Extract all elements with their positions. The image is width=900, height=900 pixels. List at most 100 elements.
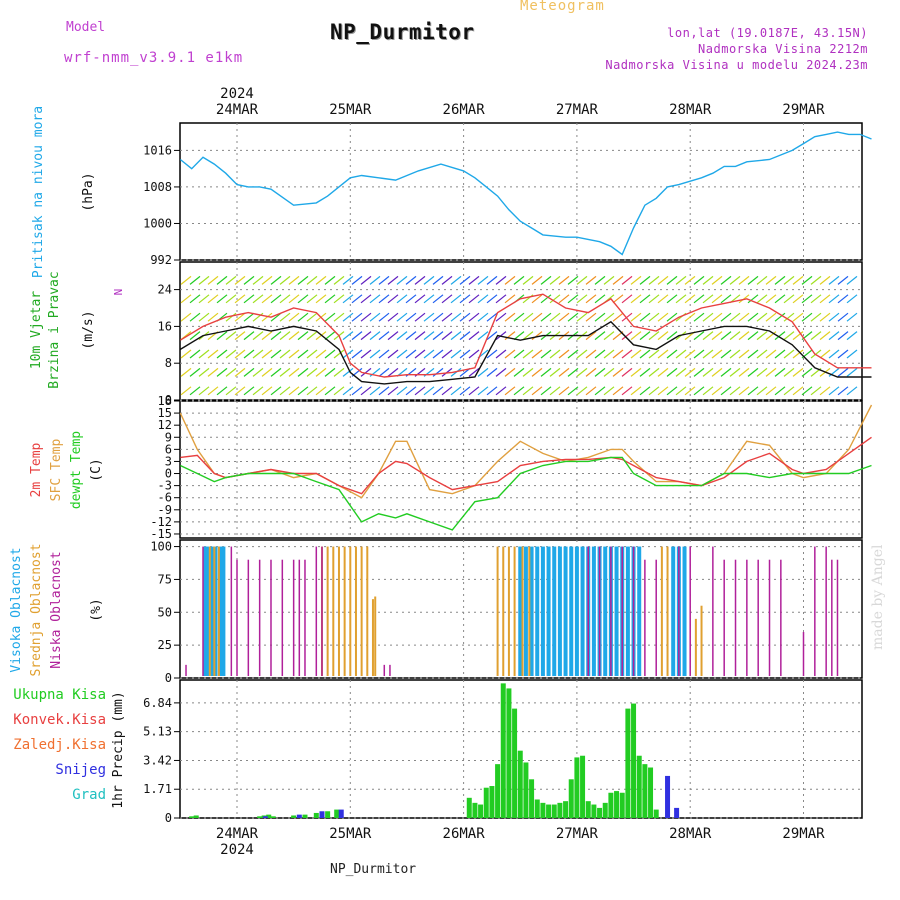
- wind-barb: [279, 312, 291, 322]
- wind-barb: [351, 294, 363, 304]
- wind-barb: [837, 349, 849, 359]
- wind-barb: [243, 312, 255, 322]
- wind-barb: [594, 275, 606, 285]
- wind-barb: [270, 386, 282, 396]
- wind-barb: [738, 331, 750, 341]
- precip-bar-0: [334, 809, 340, 818]
- wind-barb: [234, 331, 246, 341]
- wind-barb: [675, 294, 687, 304]
- cloud-bar-2: [292, 559, 295, 676]
- x-tick-label-bottom: 29MAR: [782, 826, 825, 842]
- x-tick-label-top: 28MAR: [669, 102, 712, 118]
- cloud-bar-2: [281, 559, 284, 676]
- wind-barb: [279, 349, 291, 359]
- wind-barb: [846, 275, 858, 285]
- wind-barb: [405, 331, 417, 341]
- wind-barb: [819, 331, 831, 341]
- wind-barb: [333, 349, 345, 359]
- wind-barb: [558, 386, 570, 396]
- wind-barb: [369, 349, 381, 359]
- wind-barb: [342, 386, 354, 396]
- wind-barb: [594, 312, 606, 322]
- wind-barb: [801, 386, 813, 396]
- wind-barb: [423, 349, 435, 359]
- wind-barb: [621, 386, 633, 396]
- wind-barb: [810, 275, 822, 285]
- wind-barb: [459, 349, 471, 359]
- wind-barb: [477, 331, 489, 341]
- precip-bar-0: [302, 814, 308, 818]
- wind-barb: [630, 294, 642, 304]
- wind-barb: [837, 294, 849, 304]
- wind-barb: [711, 367, 723, 377]
- wind-barb: [567, 386, 579, 396]
- cloud-bar-2: [780, 559, 782, 676]
- wind-barb: [360, 349, 372, 359]
- wind-barb: [828, 275, 840, 285]
- x-year-bottom: 2024: [220, 842, 254, 858]
- wind-barb: [261, 349, 273, 359]
- cloud-bar-2: [644, 559, 646, 676]
- wind-barb: [378, 331, 390, 341]
- wind-barb: [333, 294, 345, 304]
- wind-barb: [432, 294, 444, 304]
- y-tick-label: 50: [158, 605, 172, 619]
- wind-barb: [189, 349, 201, 359]
- wind-barb: [576, 367, 588, 377]
- y-tick-label: 0: [165, 393, 172, 407]
- wind-barb: [783, 331, 795, 341]
- wind-barb: [396, 349, 408, 359]
- wind-barb: [441, 294, 453, 304]
- wind-barb: [504, 367, 516, 377]
- y-tick-label: 25: [158, 638, 172, 652]
- wind-barb: [531, 386, 543, 396]
- wind-barb: [693, 367, 705, 377]
- wind-barb: [603, 349, 615, 359]
- wind-barb: [504, 349, 516, 359]
- wind-barb: [702, 312, 714, 322]
- cloud-bar-1: [496, 546, 499, 676]
- wind-barb: [792, 275, 804, 285]
- y-tick-label: 75: [158, 572, 172, 586]
- wind-barb: [468, 312, 480, 322]
- wind-barb: [594, 367, 606, 377]
- wind-barb: [549, 294, 561, 304]
- cloud-bar-2: [270, 559, 272, 676]
- wind-barb: [531, 349, 543, 359]
- wind-barb: [792, 312, 804, 322]
- wind-barb: [774, 275, 786, 285]
- cloud-bar-1: [694, 618, 697, 676]
- wind-barb: [756, 294, 768, 304]
- precip-bar-0: [602, 802, 608, 818]
- wind-barb: [360, 275, 372, 285]
- wind-barb: [621, 275, 633, 285]
- cloud-bar-2: [610, 546, 612, 676]
- wind-barb: [531, 275, 543, 285]
- precip-bar-0: [563, 801, 569, 818]
- wind-barb: [441, 349, 453, 359]
- wind-barb: [486, 331, 498, 341]
- wind-barb: [252, 367, 264, 377]
- precip-bar-0: [325, 811, 331, 818]
- wind-barb: [477, 367, 489, 377]
- cloud-bar-0: [518, 546, 523, 676]
- wind-barb: [297, 386, 309, 396]
- cloud-bar-2: [678, 546, 680, 676]
- wind-barb: [675, 275, 687, 285]
- wind-barb: [828, 312, 840, 322]
- cloud-bar-0: [637, 546, 642, 676]
- wind-barb: [549, 386, 561, 396]
- precip-axis-title: 1hr Precip (mm): [111, 691, 126, 808]
- wind-barb: [387, 349, 399, 359]
- wind-axis-title-2: Brzina i Pravac: [47, 271, 62, 388]
- wind-barb: [189, 294, 201, 304]
- wind-barb: [297, 294, 309, 304]
- wind-barb: [315, 367, 327, 377]
- wind-barb: [702, 367, 714, 377]
- wind-mean-line: [179, 320, 872, 385]
- wind-barb: [288, 294, 300, 304]
- wind-barb: [576, 349, 588, 359]
- wind-barb: [252, 275, 264, 285]
- wind-barb: [630, 386, 642, 396]
- wind-barb: [657, 312, 669, 322]
